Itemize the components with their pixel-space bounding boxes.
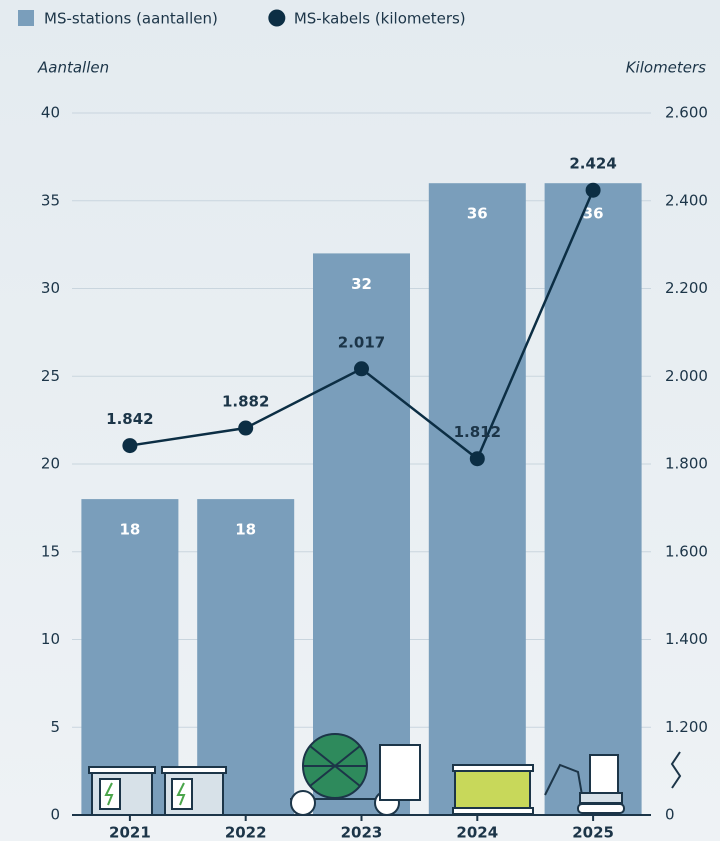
line-point: [585, 182, 601, 198]
bar: [81, 499, 179, 815]
icon: [104, 782, 114, 806]
x-tick-label: 2025: [572, 824, 614, 841]
bar: [197, 499, 295, 815]
bar: [544, 183, 642, 815]
x-tick-label: 2021: [109, 824, 151, 841]
y-tick-label: 10: [41, 630, 60, 648]
icon: [577, 803, 625, 814]
y-tick-label: 30: [41, 279, 60, 297]
y2-tick-label: 2.200: [665, 279, 708, 297]
line-label: 1.882: [222, 393, 269, 411]
bar-label: 36: [467, 205, 488, 223]
bar: [313, 253, 410, 815]
line-label: 2.017: [338, 333, 385, 351]
line-point: [238, 420, 254, 436]
icon: [290, 790, 316, 816]
bar-label: 32: [351, 275, 372, 293]
bar-label: 18: [119, 521, 140, 539]
icon: [544, 763, 583, 796]
icon: [452, 807, 534, 815]
icon: [88, 766, 156, 774]
y2-tick-label: 1.200: [665, 718, 708, 736]
line-point: [469, 451, 485, 467]
line-label: 1.842: [106, 410, 153, 428]
legend-label: MS-kabels (kilometers): [294, 10, 466, 28]
bar-label: 18: [235, 521, 256, 539]
x-tick-label: 2022: [225, 824, 267, 841]
line-point: [354, 361, 369, 377]
icon: [379, 744, 421, 801]
y2-axis-label: Kilometers: [626, 59, 706, 77]
plot: 051015202530354001.2001.4001.6001.8002.0…: [41, 104, 708, 841]
icon: [176, 782, 186, 806]
y-tick-label: 5: [50, 718, 60, 736]
y2-tick-label: 2.600: [665, 104, 708, 122]
y2-tick-label: 2.000: [665, 367, 708, 385]
bar: [428, 183, 526, 815]
icons: [88, 733, 625, 816]
icon: [454, 767, 531, 814]
bar-label: 36: [583, 205, 604, 223]
icon: [452, 764, 534, 772]
legend-label: MS-stations (aantallen): [44, 10, 218, 28]
y2-tick-label: 2.400: [665, 191, 708, 209]
y-axis-label: Aantallen: [37, 59, 109, 77]
line-label: 1.812: [454, 423, 501, 441]
line-label: 2.424: [569, 155, 616, 173]
icon: [579, 792, 623, 804]
y2-tick-label: 0: [665, 806, 675, 824]
y-tick-label: 25: [41, 367, 60, 385]
y-tick-label: 40: [41, 104, 60, 122]
icon: [161, 766, 227, 774]
x-tick-label: 2024: [456, 824, 498, 841]
y2-tick-label: 1.600: [665, 542, 708, 560]
line-point: [122, 438, 138, 454]
legend: MS-stations (aantallen) MS-kabels (kilome…: [18, 9, 466, 28]
y2-tick-label: 1.400: [665, 630, 708, 648]
y2-tick-label: 1.800: [665, 455, 708, 473]
x-tick-label: 2023: [341, 824, 383, 841]
y-tick-label: 35: [41, 191, 60, 209]
icon: [303, 745, 367, 787]
axis-break: [670, 751, 682, 789]
legend-swatch: [268, 9, 286, 27]
icon: [589, 754, 619, 794]
y-tick-label: 15: [41, 542, 60, 560]
y-tick-label: 0: [50, 806, 60, 824]
legend-swatch: [18, 10, 34, 26]
y-tick-label: 20: [41, 455, 60, 473]
